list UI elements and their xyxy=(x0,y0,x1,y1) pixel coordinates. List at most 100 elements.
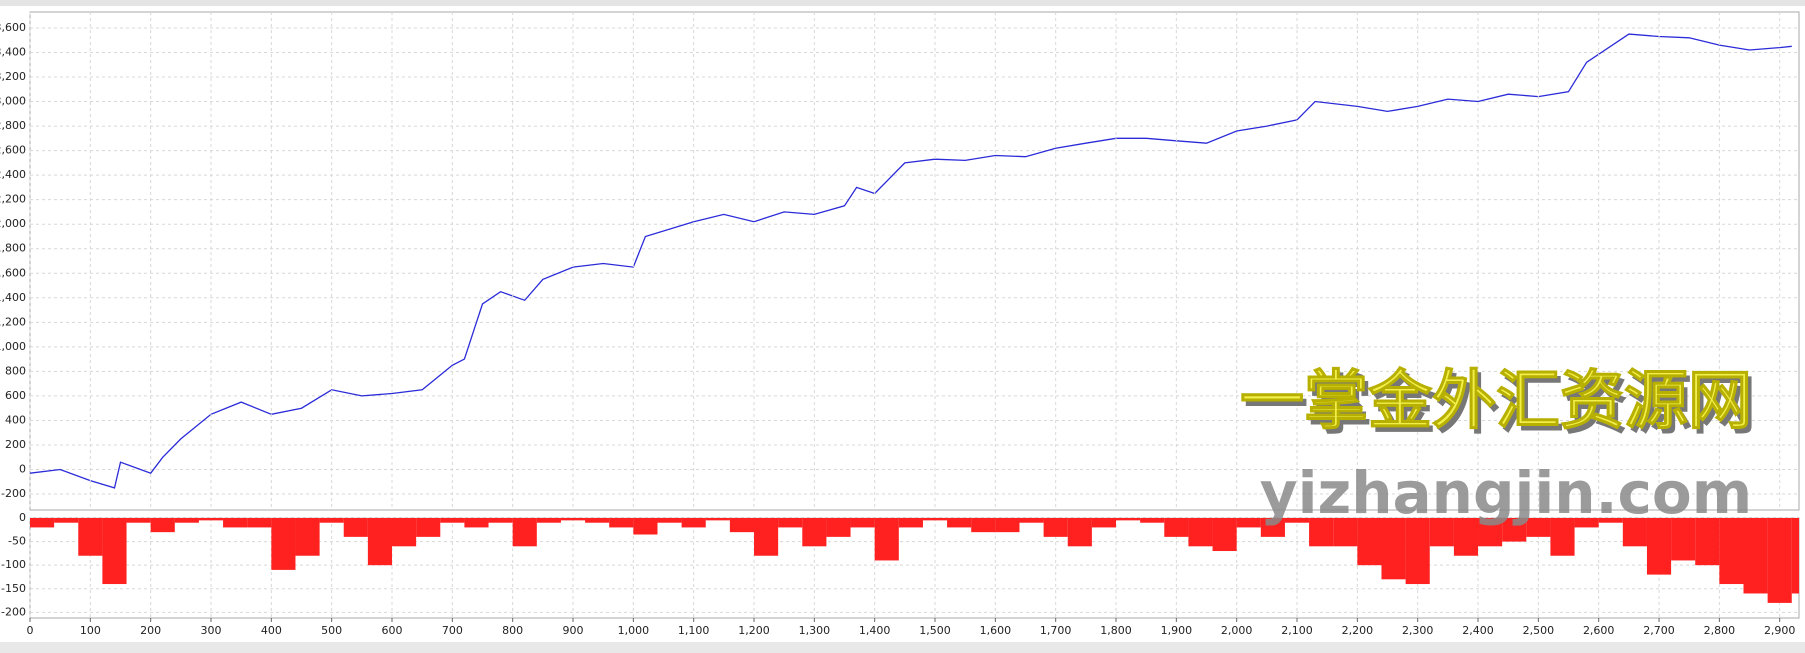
drawdown-bar xyxy=(874,518,899,561)
y-tick-label: 3,400 xyxy=(0,45,26,58)
drawdown-bar xyxy=(1284,518,1310,523)
drawdown-bar xyxy=(1767,518,1792,603)
y-tick-label: 2,000 xyxy=(0,217,26,230)
drawdown-bar xyxy=(367,518,393,566)
x-tick-label: 2,600 xyxy=(1583,624,1615,637)
drawdown-bar xyxy=(1598,518,1623,523)
y-tick-label: -100 xyxy=(1,558,26,571)
drawdown-bar xyxy=(1526,518,1551,537)
y-tick-label: 800 xyxy=(5,364,26,377)
y-tick-label: 1,400 xyxy=(0,291,26,304)
x-tick-label: 1,700 xyxy=(1040,624,1072,637)
drawdown-bar xyxy=(488,518,513,523)
drawdown-bar xyxy=(30,518,55,528)
drawdown-bar xyxy=(343,518,368,537)
x-tick-label: 1,200 xyxy=(738,624,770,637)
x-tick-label: 2,100 xyxy=(1281,624,1313,637)
drawdown-bar xyxy=(947,518,972,528)
drawdown-bar xyxy=(754,518,779,556)
drawdown-bar xyxy=(223,518,248,528)
drawdown-bar xyxy=(319,518,344,523)
x-tick-label: 1,000 xyxy=(618,624,650,637)
x-tick-label: 1,800 xyxy=(1100,624,1132,637)
y-tick-label: 400 xyxy=(5,413,26,426)
y-tick-label: 1,800 xyxy=(0,242,26,255)
drawdown-bar xyxy=(247,518,272,528)
y-tick-label: 1,000 xyxy=(0,340,26,353)
drawdown-bar xyxy=(1019,518,1044,523)
drawdown-bar xyxy=(102,518,127,585)
x-tick-label: 800 xyxy=(502,624,523,637)
drawdown-bar xyxy=(609,518,634,528)
drawdown-bar xyxy=(1429,518,1454,547)
x-tick-label: 0 xyxy=(27,624,34,637)
y-tick-label: 1,600 xyxy=(0,266,26,279)
drawdown-bar xyxy=(440,518,465,523)
drawdown-bar xyxy=(512,518,537,547)
x-tick-label: 2,900 xyxy=(1764,624,1796,637)
drawdown-bar xyxy=(971,518,996,533)
drawdown-bar xyxy=(54,518,79,523)
drawdown-bar xyxy=(392,518,417,547)
x-tick-label: 400 xyxy=(261,624,282,637)
x-tick-label: 2,800 xyxy=(1704,624,1736,637)
drawdown-bar xyxy=(416,518,441,537)
drawdown-bar xyxy=(1478,518,1503,547)
drawdown-bar xyxy=(1622,518,1647,547)
drawdown-bar xyxy=(1067,518,1092,547)
drawdown-bar xyxy=(922,518,948,521)
drawdown-bar xyxy=(729,518,755,533)
drawdown-bar xyxy=(778,518,803,528)
status-bar xyxy=(0,642,1805,653)
y-tick-label: 3,000 xyxy=(0,95,26,108)
y-tick-label: 2,400 xyxy=(0,168,26,181)
drawdown-bar xyxy=(1671,518,1696,561)
drawdown-bar xyxy=(126,518,151,523)
drawdown-bar xyxy=(1646,518,1672,575)
x-tick-label: 1,100 xyxy=(678,624,710,637)
y-tick-label: -200 xyxy=(1,487,26,500)
x-tick-label: 2,700 xyxy=(1643,624,1675,637)
x-tick-label: 600 xyxy=(382,624,403,637)
drawdown-bar xyxy=(826,518,851,537)
x-tick-label: 2,400 xyxy=(1462,624,1494,637)
drawdown-bar xyxy=(681,518,706,528)
y-tick-label: 200 xyxy=(5,438,26,451)
drawdown-bar xyxy=(1164,518,1189,537)
drawdown-bar xyxy=(1743,518,1768,594)
drawdown-bar xyxy=(1188,518,1213,547)
watermark-url: yizhangjin.com xyxy=(1260,459,1752,527)
x-tick-label: 1,900 xyxy=(1161,624,1193,637)
drawdown-bar xyxy=(78,518,103,556)
x-tick-label: 1,600 xyxy=(980,624,1012,637)
drawdown-bar xyxy=(1333,518,1358,547)
drawdown-bar xyxy=(1381,518,1406,580)
drawdown-bar xyxy=(1116,518,1141,521)
drawdown-bar xyxy=(898,518,923,528)
y-tick-label: 600 xyxy=(5,389,26,402)
drawdown-bar xyxy=(1043,518,1068,537)
drawdown-bar xyxy=(802,518,827,547)
x-tick-label: 2,000 xyxy=(1221,624,1253,637)
y-tick-label: 2,800 xyxy=(0,119,26,132)
drawdown-bar xyxy=(1405,518,1430,585)
drawdown-bar xyxy=(150,518,175,533)
x-tick-label: 2,200 xyxy=(1342,624,1374,637)
drawdown-bar xyxy=(536,518,561,523)
drawdown-bar xyxy=(1309,518,1334,547)
y-tick-label: 2,200 xyxy=(0,193,26,206)
x-tick-label: 1,300 xyxy=(799,624,831,637)
drawdown-bar xyxy=(1719,518,1744,585)
x-tick-label: 2,300 xyxy=(1402,624,1434,637)
y-tick-label: 1,200 xyxy=(0,315,26,328)
drawdown-bar xyxy=(1453,518,1479,556)
y-tick-label: -200 xyxy=(1,605,26,618)
drawdown-bar xyxy=(1791,518,1799,594)
equity-line xyxy=(29,33,1792,489)
drawdown-bar xyxy=(1357,518,1382,566)
x-tick-label: 2,500 xyxy=(1523,624,1555,637)
watermark-shadow: 一掌金外汇资源网 xyxy=(1244,370,1756,444)
y-tick-label: 0 xyxy=(19,463,26,476)
x-tick-label: 300 xyxy=(201,624,222,637)
